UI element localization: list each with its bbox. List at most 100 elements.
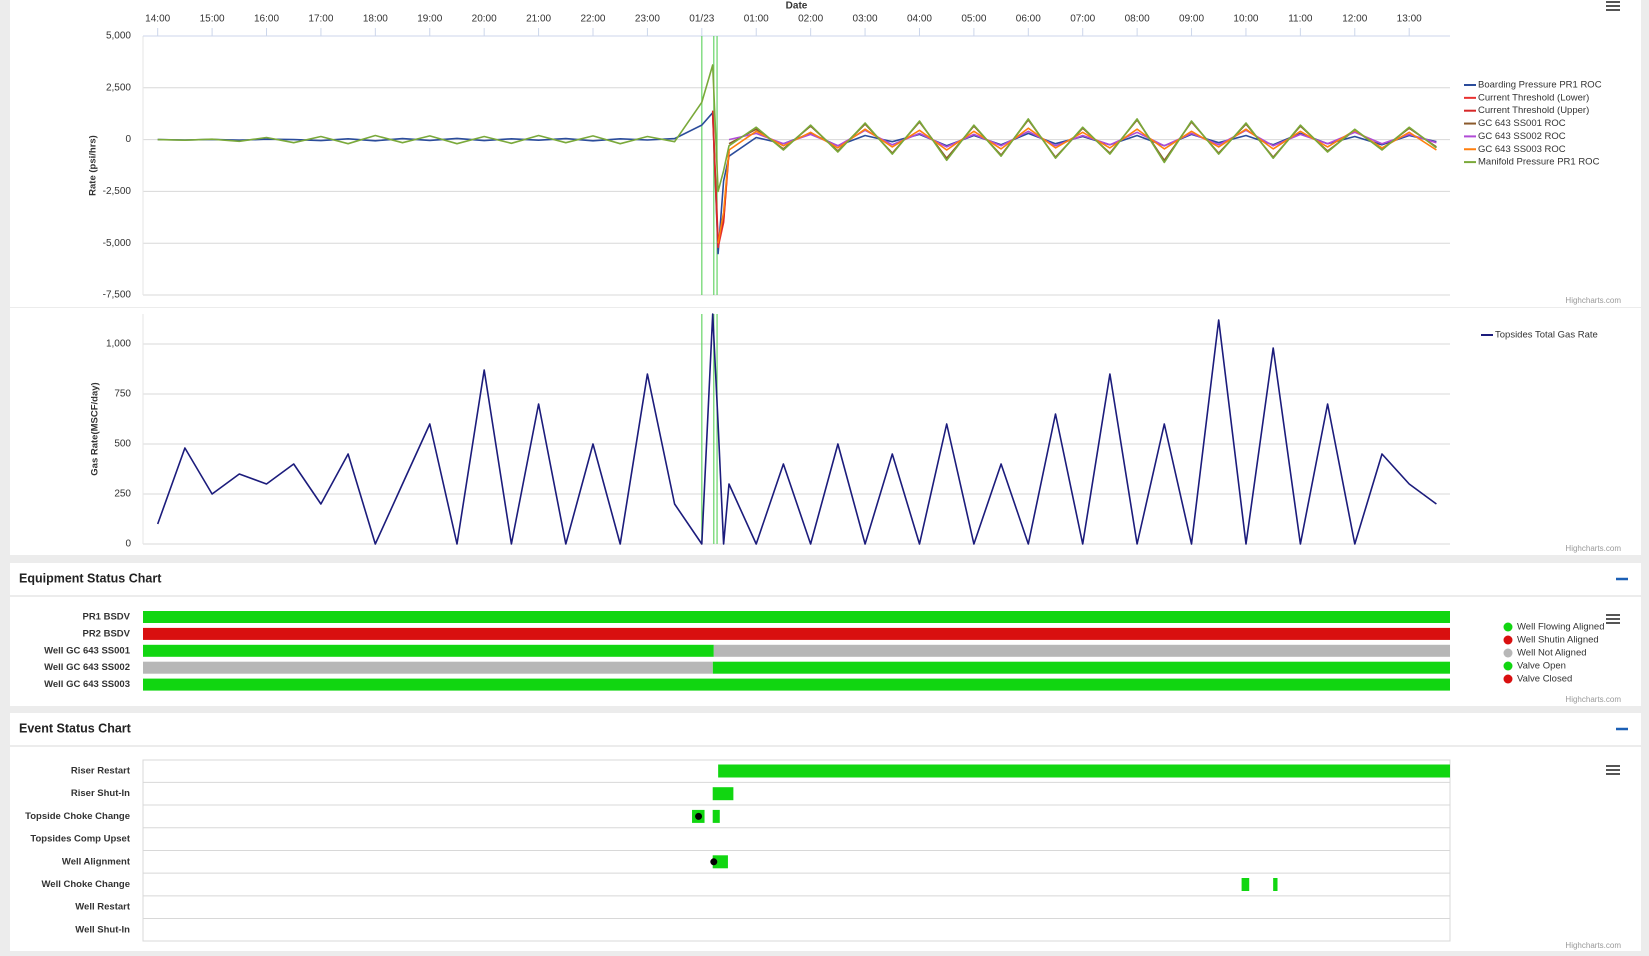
credits: Highcharts.com (1565, 941, 1621, 950)
x-tick-label: 01:00 (744, 14, 769, 25)
equipment-header (10, 563, 1641, 595)
x-tick-label: 23:00 (635, 14, 660, 25)
legend-label: GC 643 SS002 ROC (1478, 131, 1566, 142)
menu-icon[interactable] (1606, 1, 1620, 11)
series-line (717, 127, 1437, 244)
x-tick-label: 04:00 (907, 14, 932, 25)
x-tick-label: 21:00 (526, 14, 551, 25)
legend-label: Well Shutin Aligned (1517, 635, 1599, 646)
status-bar (713, 644, 1450, 657)
legend-label: Valve Open (1517, 661, 1566, 672)
credits: Highcharts.com (1565, 296, 1621, 305)
row-label: Well GC 643 SS001 (44, 645, 131, 656)
x-tick-label: 22:00 (580, 14, 605, 25)
event-marker (710, 858, 718, 866)
row-label: PR1 BSDV (82, 612, 130, 623)
row-label: Riser Restart (71, 766, 131, 777)
legend-label: GC 643 SS003 ROC (1478, 144, 1566, 155)
row-label: Well Alignment (62, 856, 131, 867)
status-bar (718, 764, 1450, 778)
x-axis-title: Date (786, 1, 808, 12)
x-tick-label: 16:00 (254, 14, 279, 25)
credits: Highcharts.com (1565, 544, 1621, 553)
x-tick-label: 14:00 (145, 14, 170, 25)
row-label: PR2 BSDV (82, 628, 130, 639)
rate-chart-card (10, 0, 1641, 307)
legend-symbol (1503, 661, 1513, 671)
status-bar (1273, 878, 1278, 891)
legend-label: Current Threshold (Lower) (1478, 92, 1589, 103)
row-label: Well GC 643 SS003 (44, 679, 130, 690)
x-tick-label: 08:00 (1125, 14, 1150, 25)
legend-label: Topsides Total Gas Rate (1495, 330, 1598, 341)
legend-symbol (1503, 622, 1513, 632)
row-label: Well GC 643 SS002 (44, 662, 130, 673)
x-tick-label: 01/23 (689, 14, 714, 25)
y-tick-label: 1,000 (106, 339, 131, 350)
x-tick-label: 07:00 (1070, 14, 1095, 25)
legend-label: Current Threshold (Upper) (1478, 105, 1589, 116)
y-axis-title: Gas Rate(MSCF/day) (90, 382, 101, 475)
event-chart-card (10, 747, 1641, 951)
legend-label: Manifold Pressure PR1 ROC (1478, 157, 1600, 168)
y-tick-label: 250 (114, 489, 131, 500)
legend-label: Valve Closed (1517, 674, 1572, 685)
x-tick-label: 12:00 (1342, 14, 1367, 25)
x-tick-label: 13:00 (1397, 14, 1422, 25)
x-tick-label: 06:00 (1016, 14, 1041, 25)
credits: Highcharts.com (1565, 695, 1621, 704)
y-tick-label: 500 (114, 439, 131, 450)
series-line (728, 129, 1437, 148)
row-label: Topside Choke Change (25, 811, 130, 822)
y-tick-label: 5,000 (106, 31, 131, 42)
x-tick-label: 20:00 (472, 14, 497, 25)
legend-symbol (1503, 648, 1513, 658)
y-tick-label: 750 (114, 389, 131, 400)
legend-symbol (1503, 635, 1513, 645)
legend-label: Boarding Pressure PR1 ROC (1478, 80, 1602, 91)
y-tick-label: 0 (125, 539, 131, 550)
series-line (156, 313, 1437, 545)
row-label: Well Shut-In (75, 924, 130, 935)
x-tick-label: 17:00 (308, 14, 333, 25)
row-label: Well Restart (75, 902, 131, 913)
series-line (157, 111, 1437, 255)
x-tick-label: 05:00 (961, 14, 986, 25)
row-label: Well Choke Change (41, 879, 130, 890)
x-tick-label: 19:00 (417, 14, 442, 25)
legend-symbol (1503, 674, 1513, 684)
status-bar (143, 661, 713, 674)
status-bar (712, 809, 720, 823)
row-label: Riser Shut-In (71, 788, 130, 799)
status-bar (143, 627, 1450, 640)
panel-title: Event Status Chart (19, 721, 132, 735)
menu-icon[interactable] (1606, 765, 1620, 775)
x-tick-label: 10:00 (1233, 14, 1258, 25)
status-bar (712, 787, 734, 801)
x-tick-label: 11:00 (1288, 14, 1313, 25)
legend-label: GC 643 SS001 ROC (1478, 118, 1566, 129)
y-tick-label: 2,500 (106, 82, 131, 93)
x-tick-label: 09:00 (1179, 14, 1204, 25)
legend-label: Well Flowing Aligned (1517, 622, 1604, 633)
status-bar (712, 661, 1450, 674)
status-bar (143, 611, 1450, 623)
status-bar (143, 678, 1450, 691)
y-axis-title: Rate (psi/hrs) (88, 135, 99, 196)
status-bar (1241, 878, 1250, 891)
status-bar (143, 644, 714, 657)
series-line (157, 64, 1437, 193)
x-tick-label: 03:00 (853, 14, 878, 25)
gas-chart-card (10, 308, 1641, 555)
event-marker (695, 812, 703, 820)
y-tick-label: -5,000 (103, 238, 132, 249)
legend-label: Well Not Aligned (1517, 648, 1587, 659)
status-bar (712, 855, 728, 869)
x-tick-label: 15:00 (200, 14, 225, 25)
x-tick-label: 18:00 (363, 14, 388, 25)
y-tick-label: -7,500 (103, 290, 132, 301)
row-label: Topsides Comp Upset (30, 834, 130, 845)
menu-icon[interactable] (1606, 614, 1620, 624)
